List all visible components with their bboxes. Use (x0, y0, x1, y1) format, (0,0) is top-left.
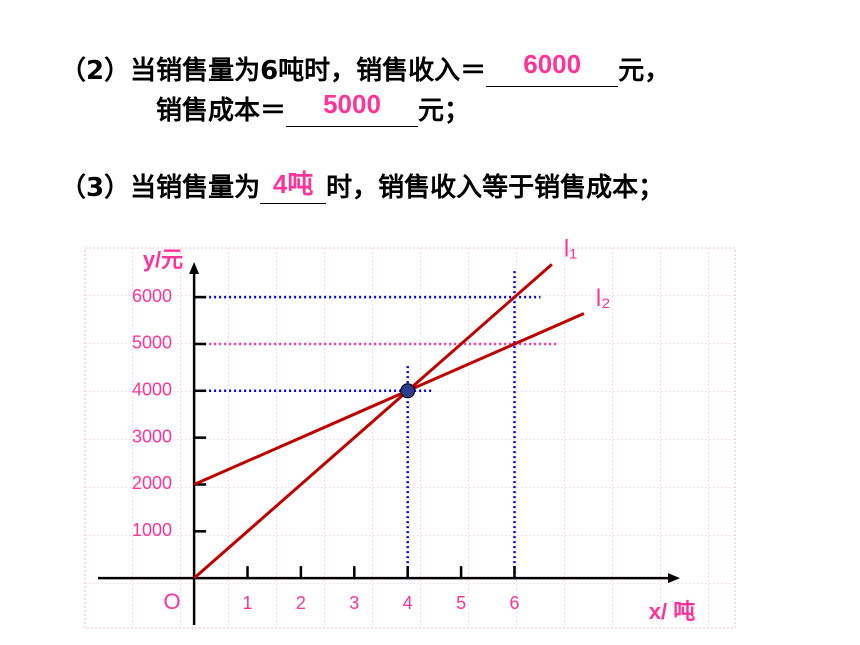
x-tick-label: 3 (349, 593, 359, 613)
y-arrow (189, 262, 200, 274)
x-arrow (668, 573, 680, 584)
series-label: l₁ (564, 236, 577, 263)
blank: 5000 (286, 89, 419, 127)
question-2: （2）当销售量为6吨时，销售收入＝ 6000 元， (60, 49, 671, 87)
y-tick-label: 6000 (132, 286, 172, 306)
question-2-line2: 销售成本＝ 5000 元； (156, 89, 471, 127)
text: （3）当销售量为 (60, 173, 261, 203)
answer: 5000 (323, 89, 381, 119)
x-tick-label: 5 (456, 593, 466, 613)
series-line (193, 312, 585, 486)
x-tick-label: 6 (509, 593, 519, 613)
y-tick-label: 1000 (132, 520, 172, 540)
text: 时，销售收入等于销售成本； (326, 173, 665, 203)
x-tick-label: 2 (296, 593, 306, 613)
question-3: （3）当销售量为 4吨 时，销售收入等于销售成本； (60, 167, 664, 204)
blank: 6000 (486, 49, 619, 87)
x-tick-label: 4 (403, 593, 413, 613)
text: （2）当销售量为6吨时，销售收入＝ (60, 56, 487, 86)
grid (84, 247, 736, 629)
text: 元； (418, 96, 471, 126)
answer: 6000 (523, 49, 582, 79)
series-label: l₂ (596, 285, 611, 312)
blank: 4吨 (260, 169, 327, 204)
intersection-point (400, 383, 416, 399)
y-tick-label: 3000 (132, 426, 172, 446)
y-axis-label: y/元 (143, 247, 183, 272)
answer: 4吨 (272, 169, 314, 199)
x-axis-label: x/ 吨 (649, 599, 695, 624)
series-line (193, 263, 553, 580)
y-tick-label: 2000 (132, 473, 172, 493)
y-tick-label: 4000 (132, 380, 172, 400)
text: 元， (618, 56, 671, 86)
text: 销售成本＝ (156, 96, 287, 126)
x-tick-label: 1 (242, 593, 252, 613)
origin-label: O (163, 589, 180, 614)
y-tick-label: 5000 (132, 333, 172, 353)
